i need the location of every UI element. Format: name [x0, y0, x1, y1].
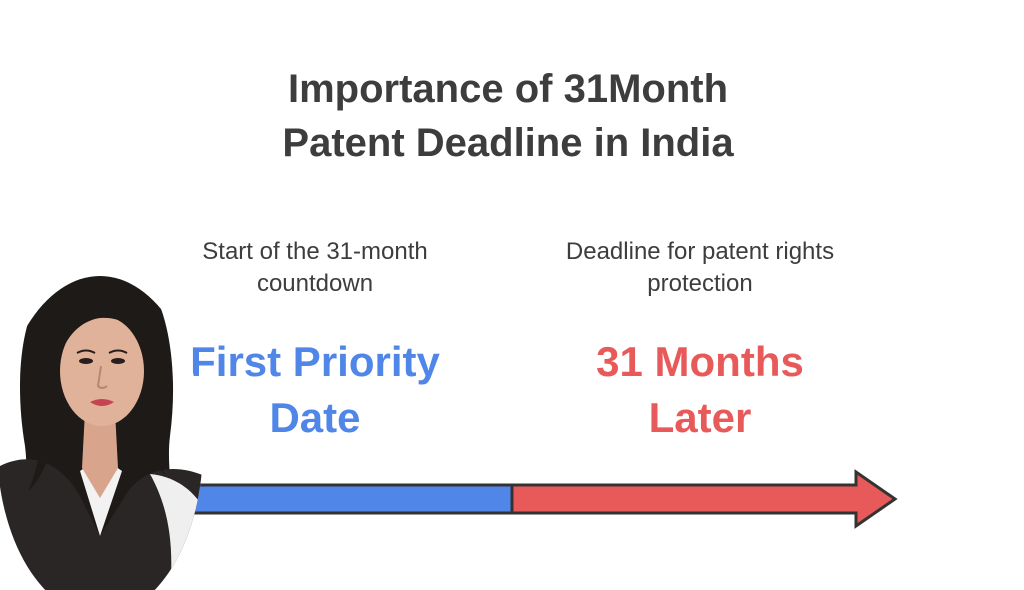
timeline-start-segment [148, 483, 514, 515]
first-priority-date-label: First Priority Date [160, 334, 470, 446]
start-description-line-2: countdown [256, 270, 374, 297]
page-title: Importance of 31Month Patent Deadline in… [0, 62, 1016, 170]
timeline-deadline-segment [510, 469, 898, 529]
deadline-description: Deadline for patent rights protection [530, 236, 870, 300]
start-description: Start of the 31-month countdown [160, 236, 470, 300]
start-description-line-1: Start of the 31-month [202, 238, 428, 265]
deadline-label-line-2: Later [648, 394, 752, 441]
first-priority-label-line-1: First Priority [190, 338, 440, 385]
deadline-description-line-2: protection [647, 270, 753, 297]
presenter-photo [0, 276, 203, 590]
deadline-label-line-1: 31 Months [596, 338, 804, 385]
timeline-arrow [148, 469, 898, 529]
title-line-2: Patent Deadline in India [282, 121, 734, 165]
first-priority-label-line-2: Date [269, 394, 361, 441]
title-line-1: Importance of 31Month [287, 67, 729, 111]
deadline-description-line-1: Deadline for patent rights [565, 238, 835, 265]
deadline-label: 31 Months Later [530, 334, 870, 446]
